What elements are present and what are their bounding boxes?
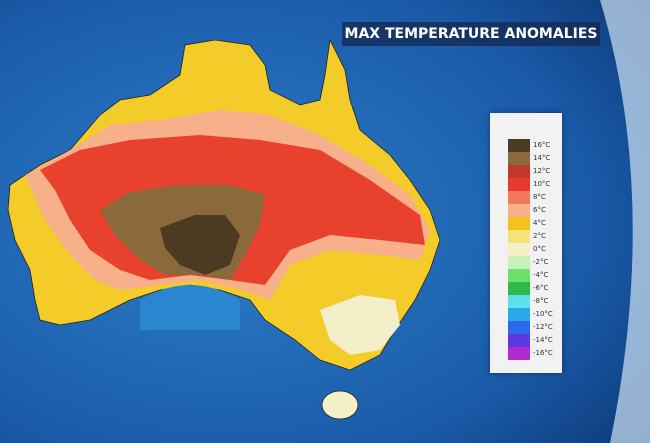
legend-item: 16°C (508, 139, 562, 152)
legend-swatch (508, 165, 530, 178)
legend: 16°C 14°C 12°C 10°C 8°C 6°C 4°C 2°C 0°C -2°C -4°C -… (490, 113, 562, 373)
legend-swatch (508, 191, 530, 204)
legend-item: 10°C (508, 178, 562, 191)
legend-item: -8°C (508, 295, 562, 308)
legend-label: -2°C (533, 258, 549, 266)
legend-swatch (508, 308, 530, 321)
legend-label: 8°C (533, 193, 546, 201)
legend-item: 0°C (508, 243, 562, 256)
legend-label: 4°C (533, 219, 546, 227)
legend-label: 0°C (533, 245, 546, 253)
legend-item: -4°C (508, 269, 562, 282)
legend-label: 16°C (533, 141, 551, 149)
legend-item: 8°C (508, 191, 562, 204)
legend-item: -14°C (508, 334, 562, 347)
legend-swatch (508, 321, 530, 334)
legend-label: 2°C (533, 232, 546, 240)
legend-label: -16°C (533, 349, 553, 357)
legend-item: -10°C (508, 308, 562, 321)
legend-swatch (508, 256, 530, 269)
legend-label: -10°C (533, 310, 553, 318)
legend-label: 10°C (533, 180, 551, 188)
bight (140, 285, 240, 330)
legend-label: 6°C (533, 206, 546, 214)
legend-swatch (508, 152, 530, 165)
legend-label: 12°C (533, 167, 551, 175)
legend-item: -12°C (508, 321, 562, 334)
legend-item: -16°C (508, 347, 562, 360)
legend-item: 14°C (508, 152, 562, 165)
legend-label: -8°C (533, 297, 549, 305)
legend-label: -4°C (533, 271, 549, 279)
legend-swatch (508, 204, 530, 217)
legend-swatch (508, 178, 530, 191)
legend-swatch (508, 243, 530, 256)
legend-swatch (508, 217, 530, 230)
legend-item: 12°C (508, 165, 562, 178)
legend-item: 6°C (508, 204, 562, 217)
legend-label: -6°C (533, 284, 549, 292)
legend-swatch (508, 295, 530, 308)
legend-swatch (508, 230, 530, 243)
legend-label: 14°C (533, 154, 551, 162)
legend-swatch (508, 347, 530, 360)
legend-label: -14°C (533, 336, 553, 344)
legend-swatch (508, 269, 530, 282)
legend-item: -2°C (508, 256, 562, 269)
tasmania (321, 390, 359, 420)
legend-item: 2°C (508, 230, 562, 243)
band-16 (160, 215, 240, 275)
legend-label: -12°C (533, 323, 553, 331)
title: MAX TEMPERATURE ANOMALIES (342, 22, 600, 46)
legend-item: -6°C (508, 282, 562, 295)
legend-swatch (508, 334, 530, 347)
band-0 (320, 295, 400, 355)
legend-swatch (508, 139, 530, 152)
legend-swatch (508, 282, 530, 295)
legend-item: 4°C (508, 217, 562, 230)
globe-edge (600, 0, 650, 443)
